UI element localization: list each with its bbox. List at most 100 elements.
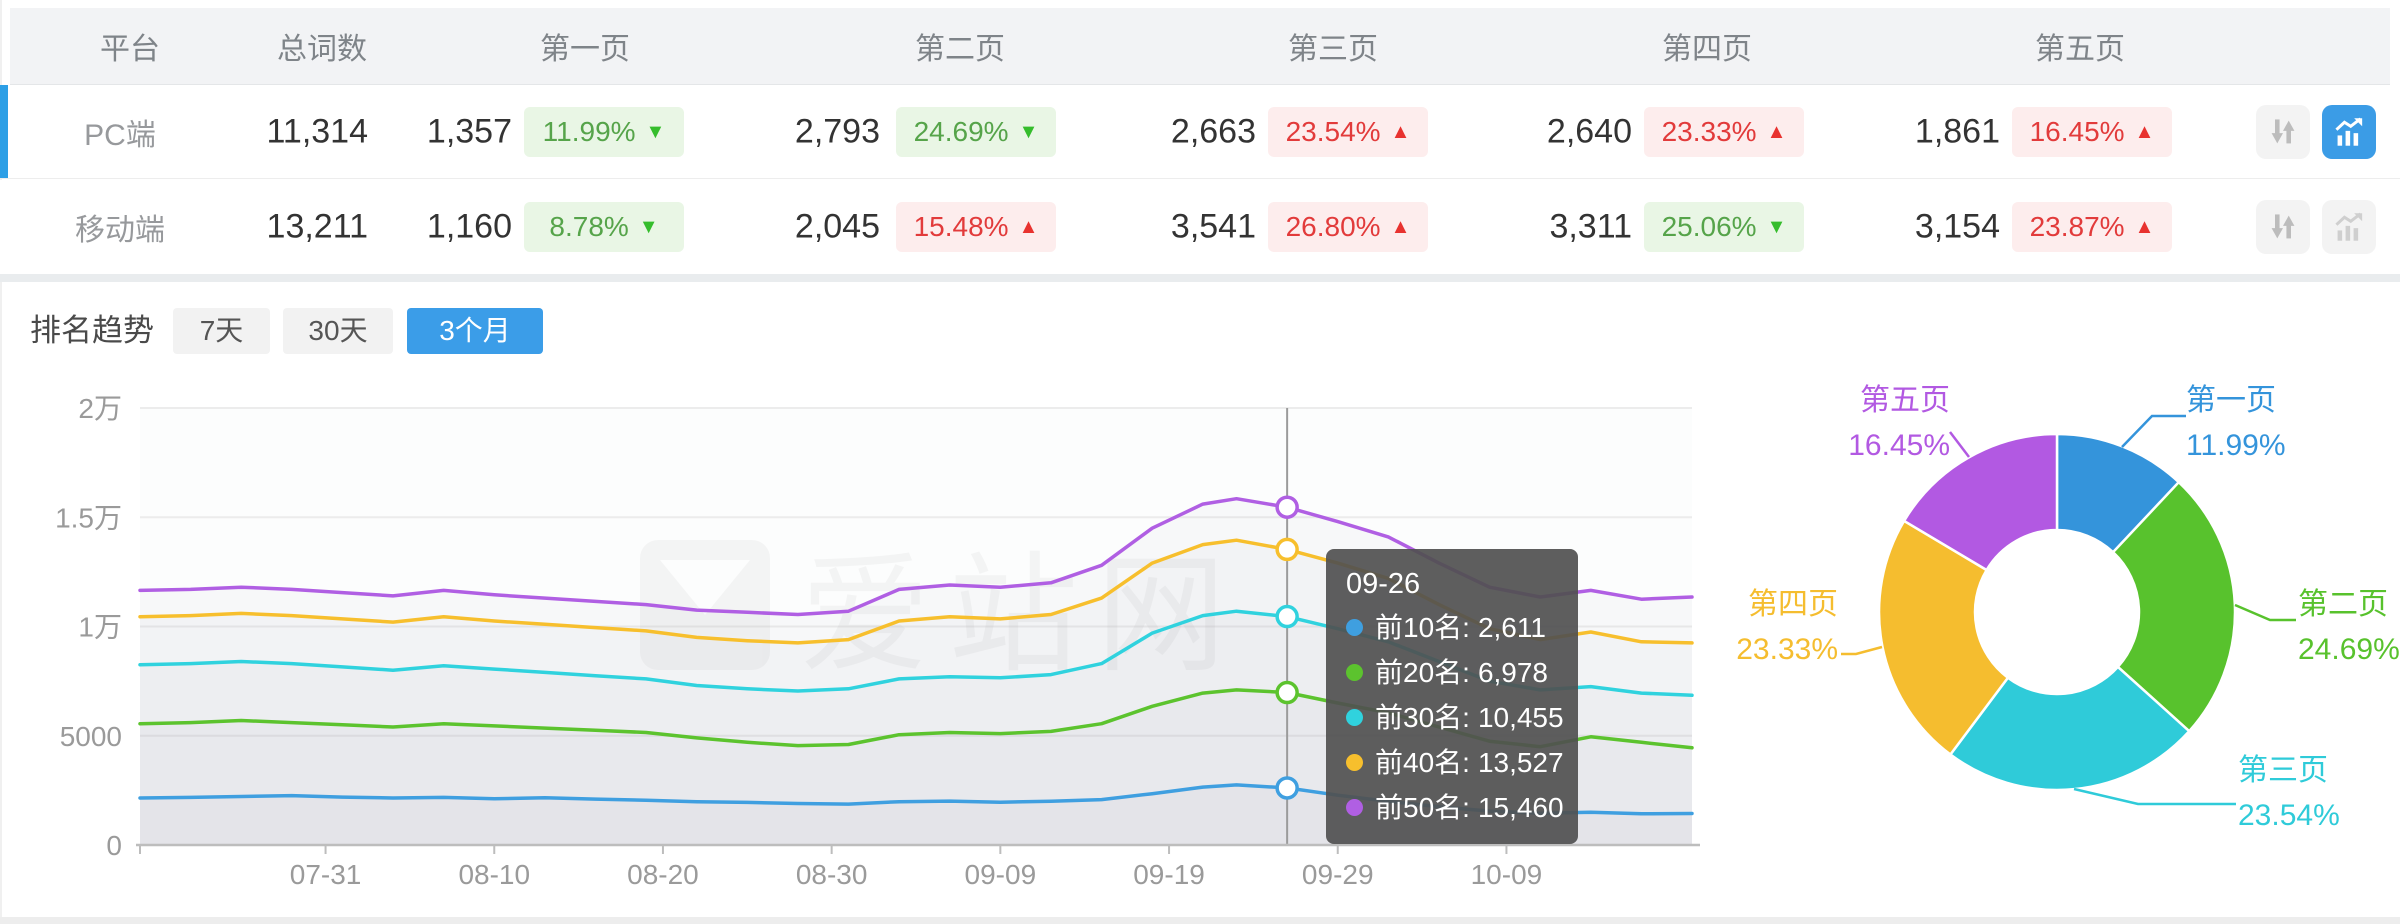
table-header: 平台 总词数 第一页 第二页 第三页 第四页 第五页 [10, 8, 2390, 85]
svg-text:1万: 1万 [78, 612, 122, 643]
page5-change-badge: 16.45% ▲ [2012, 106, 2172, 157]
sort-button[interactable] [2256, 104, 2310, 159]
series-dot-top50 [1346, 799, 1363, 816]
svg-text:爱站网: 爱站网 [800, 542, 1244, 688]
page1-change-pct: 8.78% [549, 211, 629, 242]
tooltip-item: 前20名: 6,978 [1346, 650, 1558, 695]
tooltip-item: 前50名: 15,460 [1346, 785, 1564, 830]
col-header-page5: 第五页 [2035, 33, 2125, 66]
page-distribution-donut-chart[interactable] [1700, 370, 2400, 870]
svg-text:08-20: 08-20 [627, 859, 699, 890]
watermark: 爱站网 [640, 540, 1244, 688]
svg-text:09-19: 09-19 [1133, 859, 1205, 890]
page2-change-badge: 24.69% ▼ [896, 106, 1056, 157]
trend-arrow-icon: ▲ [1390, 120, 1411, 143]
col-header-page4: 第四页 [1662, 33, 1752, 66]
page4-change-badge: 23.33% ▲ [1644, 106, 1804, 157]
tab-3-months[interactable]: 3个月 [407, 308, 543, 354]
card-left-border [0, 0, 2, 917]
svg-text:2万: 2万 [78, 393, 122, 424]
series-dot-top20 [1346, 664, 1363, 681]
col-header-page3: 第三页 [1288, 33, 1378, 66]
platform-name: 移动端 [75, 214, 165, 247]
tab-30-days[interactable]: 30天 [283, 308, 393, 354]
tooltip-item: 前10名: 2,611 [1346, 605, 1558, 650]
series-dot-top30 [1346, 709, 1363, 726]
total-words-value: 11,314 [266, 112, 368, 150]
page1-count: 1,160 [426, 207, 512, 246]
page-bottom-edge [0, 917, 2400, 924]
page5-change-pct: 16.45% [2029, 115, 2125, 147]
page5-change-pct: 23.87% [2029, 211, 2125, 242]
leader-line-page3 [2073, 787, 2236, 806]
svg-text:0: 0 [106, 830, 122, 861]
pie-label-page4: 第四页 23.33% [1736, 588, 1838, 666]
trend-arrow-icon: ▲ [2134, 120, 2155, 143]
page5-change-badge: 23.87% ▲ [2012, 202, 2172, 252]
page3-count: 2,663 [1170, 112, 1256, 150]
page5-count: 3,154 [1914, 207, 2000, 246]
page5-count: 1,861 [1914, 112, 2000, 150]
svg-text:5000: 5000 [60, 721, 122, 752]
page4-change-badge: 25.06% ▼ [1644, 202, 1804, 252]
sort-arrows-icon [2271, 214, 2295, 239]
platform-name: PC端 [84, 118, 156, 152]
svg-text:07-31: 07-31 [290, 859, 362, 890]
sort-arrows-icon [2271, 118, 2295, 143]
trend-arrow-icon: ▲ [1390, 216, 1411, 238]
col-header-page2: 第二页 [915, 33, 1005, 66]
page2-change-pct: 15.48% [913, 211, 1009, 242]
tab-7-days[interactable]: 7天 [173, 308, 270, 354]
trend-arrow-icon: ▼ [638, 216, 659, 238]
page4-count: 2,640 [1546, 112, 1632, 150]
page4-change-pct: 25.06% [1661, 211, 1757, 242]
svg-text:09-29: 09-29 [1302, 859, 1374, 890]
selected-row-accent [0, 85, 8, 178]
trend-arrow-icon: ▲ [1018, 216, 1039, 238]
page3-count: 3,541 [1170, 207, 1256, 246]
trend-arrow-icon: ▲ [1766, 120, 1787, 143]
trend-chart-icon [2335, 117, 2363, 146]
page1-change-pct: 11.99% [542, 115, 636, 147]
leader-line-page1 [2121, 414, 2186, 448]
leader-line-page5 [1949, 431, 1970, 458]
pie-label-page5: 第五页 16.45% [1848, 384, 1950, 462]
svg-text:09-09: 09-09 [965, 859, 1037, 890]
table-row[interactable]: PC端 11,314 1,357 11.99% ▼ 2,793 24.69% ▼ 2… [0, 85, 2400, 179]
trend-arrow-icon: ▼ [645, 120, 666, 143]
pie-label-page2: 第二页 24.69% [2298, 588, 2400, 666]
total-words-value: 13,211 [266, 207, 368, 246]
pie-label-page3: 第三页 23.54% [2238, 754, 2340, 832]
svg-text:10-09: 10-09 [1471, 859, 1543, 890]
svg-text:08-10: 08-10 [458, 859, 530, 890]
page4-count: 3,311 [1549, 207, 1632, 246]
table-row[interactable]: 移动端 13,211 1,160 8.78% ▼ 2,045 15.48% ▲ 3,… [0, 180, 2400, 274]
show-trend-chart-button[interactable] [2322, 200, 2376, 254]
page2-count: 2,793 [794, 112, 880, 150]
svg-text:08-30: 08-30 [796, 859, 868, 890]
section-divider [0, 274, 2400, 282]
page1-change-badge: 8.78% ▼ [524, 202, 684, 252]
page2-change-pct: 24.69% [913, 115, 1009, 147]
page3-change-badge: 26.80% ▲ [1268, 202, 1428, 252]
chart-tooltip: 09-26 前10名: 2,611 前20名: 6,978 前30名: 10,455 … [1326, 549, 1578, 844]
col-header-platform: 平台 [100, 33, 160, 66]
tooltip-item: 前40名: 13,527 [1346, 740, 1564, 785]
tooltip-date: 09-26 [1346, 568, 1421, 600]
svg-text:1.5万: 1.5万 [55, 502, 122, 533]
series-dot-top40 [1346, 754, 1363, 771]
tooltip-item: 前30名: 10,455 [1346, 695, 1564, 740]
trend-arrow-icon: ▼ [1766, 216, 1787, 238]
leader-line-page2 [2234, 603, 2296, 622]
page3-change-pct: 23.54% [1285, 115, 1381, 147]
col-header-total-words: 总词数 [277, 33, 367, 66]
page1-count: 1,357 [426, 112, 512, 150]
pie-label-page1: 第一页 11.99% [2186, 384, 2286, 462]
show-trend-chart-button[interactable] [2322, 104, 2376, 159]
series-dot-top10 [1346, 619, 1363, 636]
sort-button[interactable] [2256, 200, 2310, 254]
trend-arrow-icon: ▲ [2134, 216, 2155, 238]
trend-section-title: 排名趋势 [30, 313, 154, 348]
page3-change-pct: 26.80% [1285, 211, 1381, 242]
col-header-page1: 第一页 [540, 33, 630, 66]
